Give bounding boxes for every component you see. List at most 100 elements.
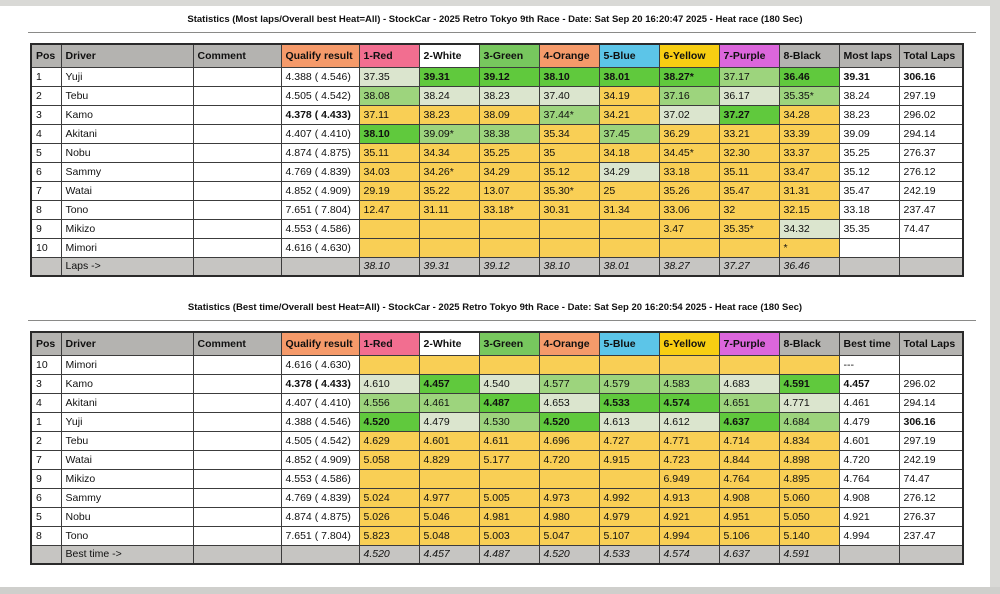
- heat-cell: 4.696: [538, 430, 600, 451]
- driver-cell: Sammy: [60, 487, 194, 508]
- summary-total-cell: [898, 544, 964, 565]
- summary-result-cell: [838, 544, 900, 565]
- summary-heat-value: 38.10: [358, 256, 420, 277]
- column-header: Qualify result: [280, 43, 360, 68]
- heat-cell: 31.11: [418, 199, 480, 220]
- pos-cell: 5: [30, 142, 62, 163]
- total-laps-cell: 306.16: [898, 66, 964, 87]
- result-cell: 35.47: [838, 180, 900, 201]
- result-cell: 35.12: [838, 161, 900, 182]
- heat-cell: 5.048: [418, 525, 480, 546]
- pos-cell: 1: [30, 411, 62, 432]
- heat-cell: 37.44*: [538, 104, 600, 125]
- scan-edge-bottom: [0, 587, 1000, 594]
- title-divider: [28, 32, 976, 33]
- most-laps-section: Statistics (Most laps/Overall best Heat=…: [0, 14, 990, 277]
- driver-row: 2 Tebu 4.505 ( 4.542) 38.08 38.24 38.23 37.40 3…: [30, 85, 964, 106]
- comment-cell: [192, 525, 282, 546]
- comment-cell: [192, 180, 282, 201]
- heat-cell: 33.18: [658, 161, 720, 182]
- title-divider: [28, 320, 976, 321]
- comment-cell: [192, 161, 282, 182]
- heat-cell: 13.07: [478, 180, 540, 201]
- heat-cell: 4.530: [478, 411, 540, 432]
- heat-cell: 4.653: [538, 392, 600, 413]
- summary-pos-cell: [30, 256, 62, 277]
- heat-cell: 34.21: [598, 104, 660, 125]
- driver-cell: Watai: [60, 449, 194, 470]
- comment-cell: [192, 85, 282, 106]
- comment-cell: [192, 199, 282, 220]
- heat-cell: 34.45*: [658, 142, 720, 163]
- result-cell: [838, 237, 900, 258]
- heat-cell: 4.771: [778, 392, 840, 413]
- heat-cell: [718, 354, 780, 375]
- heat-cell: [358, 218, 420, 239]
- heat-cell: 4.913: [658, 487, 720, 508]
- comment-cell: [192, 104, 282, 125]
- qualify-cell: 4.388 ( 4.546): [280, 411, 360, 432]
- heat-cell: 4.895: [778, 468, 840, 489]
- total-laps-cell: 297.19: [898, 430, 964, 451]
- heat-cell: 4.720: [538, 449, 600, 470]
- driver-cell: Watai: [60, 180, 194, 201]
- column-header: 3-Green: [478, 331, 540, 356]
- heat-cell: 34.03: [358, 161, 420, 182]
- heat-cell: 38.23: [478, 85, 540, 106]
- driver-row: 9 Mikizo 4.553 ( 4.586) 6.949 4.764 4.895 4.76…: [30, 468, 964, 489]
- column-header: 6-Yellow: [658, 43, 720, 68]
- qualify-cell: 4.553 ( 4.586): [280, 468, 360, 489]
- total-laps-cell: 294.14: [898, 123, 964, 144]
- pos-cell: 9: [30, 218, 62, 239]
- comment-cell: [192, 66, 282, 87]
- result-cell: 33.18: [838, 199, 900, 220]
- pos-cell: 3: [30, 104, 62, 125]
- heat-cell: 5.107: [598, 525, 660, 546]
- summary-heat-value: 37.27: [718, 256, 780, 277]
- heat-cell: [358, 237, 420, 258]
- heat-cell: 32.15: [778, 199, 840, 220]
- best-time-table-title: Statistics (Best time/Overall best Heat=…: [187, 302, 803, 313]
- heat-cell: 38.08: [358, 85, 420, 106]
- driver-row: 4 Akitani 4.407 ( 4.410) 38.10 39.09* 38.38 35…: [30, 123, 964, 144]
- heat-cell: 4.613: [598, 411, 660, 432]
- comment-cell: [192, 237, 282, 258]
- heat-cell: 4.714: [718, 430, 780, 451]
- heat-cell: [598, 468, 660, 489]
- driver-cell: Nobu: [60, 142, 194, 163]
- heat-cell: 34.28: [778, 104, 840, 125]
- heat-cell: 4.981: [478, 506, 540, 527]
- pos-cell: 2: [30, 85, 62, 106]
- heat-cell: 34.18: [598, 142, 660, 163]
- scan-edge-right: [990, 0, 1000, 594]
- heat-cell: 37.11: [358, 104, 420, 125]
- driver-cell: Tono: [60, 199, 194, 220]
- driver-row: 10 Mimori 4.616 ( 4.630) ---: [30, 354, 964, 375]
- heat-cell: 5.026: [358, 506, 420, 527]
- result-cell: 38.23: [838, 104, 900, 125]
- heat-cell: 33.21: [718, 123, 780, 144]
- heat-cell: *: [778, 237, 840, 258]
- heat-cell: 5.050: [778, 506, 840, 527]
- driver-cell: Kamo: [60, 104, 194, 125]
- heat-cell: 29.19: [358, 180, 420, 201]
- column-header: Comment: [192, 331, 282, 356]
- most-laps-table-title: Statistics (Most laps/Overall best Heat=…: [187, 14, 803, 25]
- qualify-cell: 4.553 ( 4.586): [280, 218, 360, 239]
- heat-cell: 35.30*: [538, 180, 600, 201]
- total-laps-cell: 306.16: [898, 411, 964, 432]
- column-header: 2-White: [418, 43, 480, 68]
- result-cell: 4.908: [838, 487, 900, 508]
- column-header: 1-Red: [358, 331, 420, 356]
- heat-cell: 37.17: [718, 66, 780, 87]
- driver-row: 3 Kamo 4.378 ( 4.433) 4.610 4.457 4.540 4.577 4…: [30, 373, 964, 394]
- heat-cell: [598, 237, 660, 258]
- result-cell: 4.479: [838, 411, 900, 432]
- column-header: Driver: [60, 331, 194, 356]
- summary-row: Best time -> 4.520 4.457 4.487 4.520 4.533 4.5…: [30, 544, 964, 565]
- heat-cell: 5.003: [478, 525, 540, 546]
- column-header: 8-Black: [778, 43, 840, 68]
- heat-cell: 4.479: [418, 411, 480, 432]
- heat-cell: 36.46: [778, 66, 840, 87]
- result-cell: 4.764: [838, 468, 900, 489]
